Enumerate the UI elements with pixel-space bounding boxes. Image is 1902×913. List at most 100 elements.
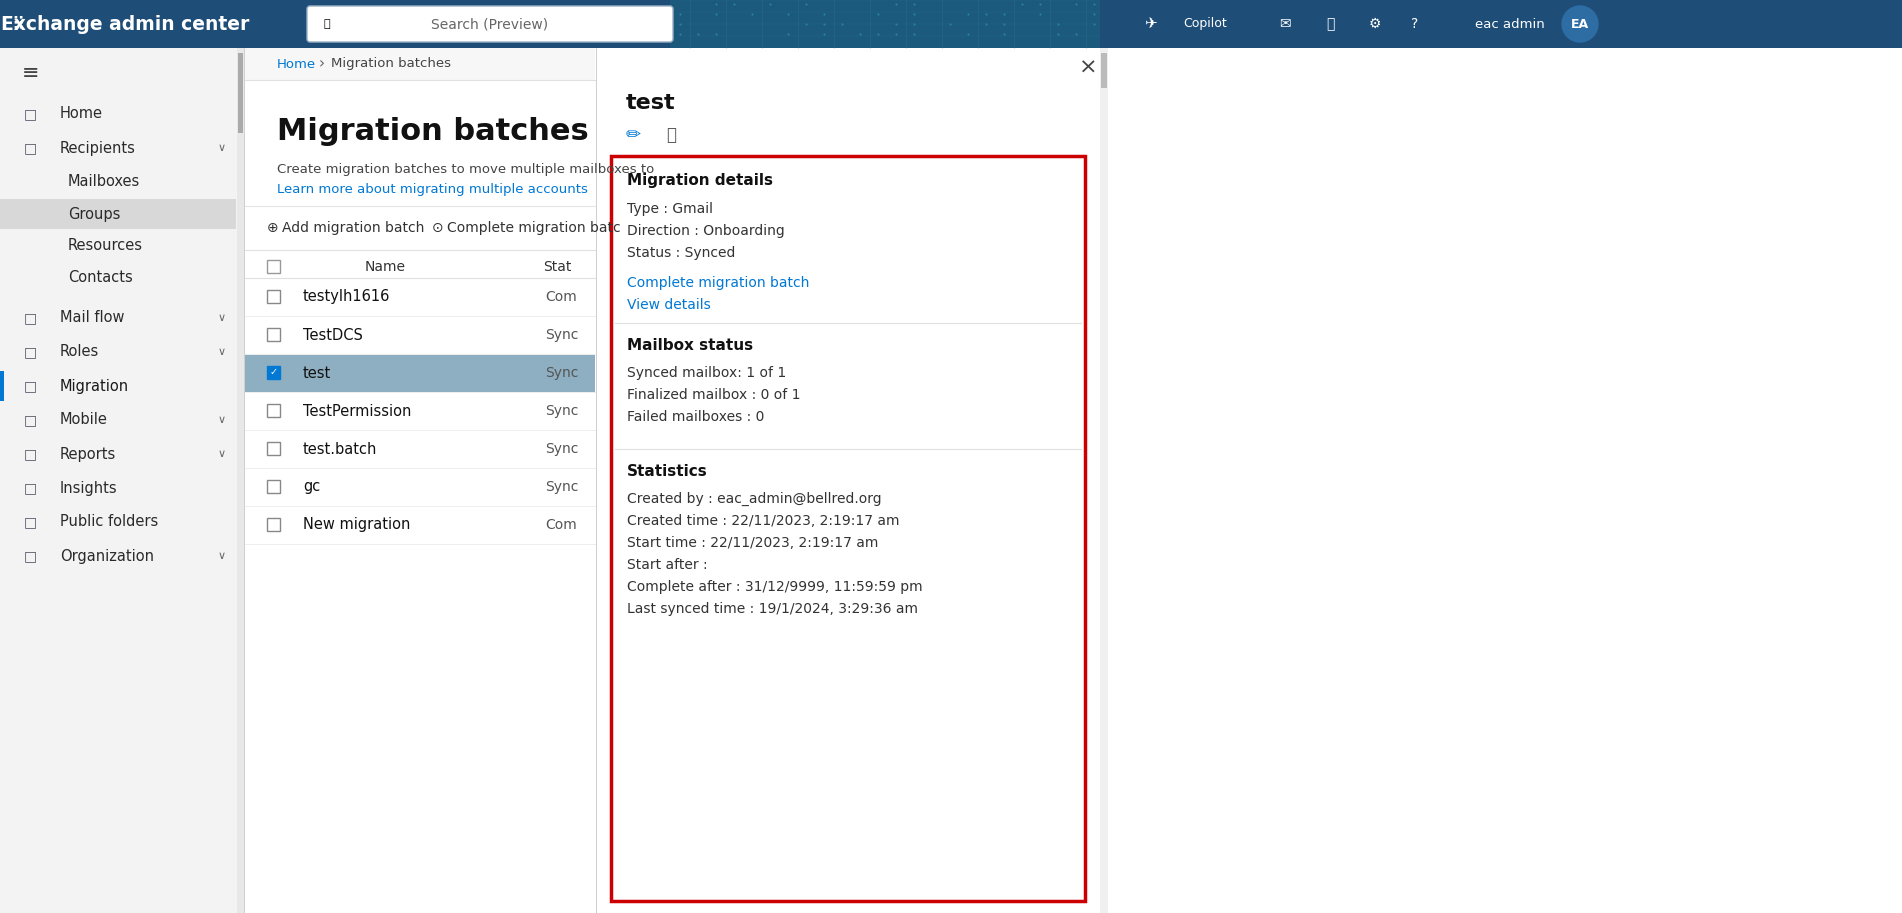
Text: Migration: Migration bbox=[61, 379, 129, 394]
Text: ∨: ∨ bbox=[219, 449, 226, 459]
Bar bbox=[0, 199, 236, 229]
Text: Groups: Groups bbox=[68, 206, 120, 222]
Text: Roles: Roles bbox=[61, 344, 99, 360]
Bar bbox=[238, 48, 243, 913]
Text: ×: × bbox=[1078, 58, 1097, 78]
Text: Com: Com bbox=[546, 518, 576, 532]
Text: □: □ bbox=[23, 447, 36, 461]
Text: Copilot: Copilot bbox=[1183, 17, 1227, 30]
Text: Statistics: Statistics bbox=[628, 464, 708, 478]
Text: □: □ bbox=[23, 379, 36, 393]
Text: Resources: Resources bbox=[68, 238, 143, 254]
Text: ∨: ∨ bbox=[219, 415, 226, 425]
Text: Create migration batches to move multiple mailboxes to: Create migration batches to move multipl… bbox=[278, 163, 654, 176]
Text: ∨: ∨ bbox=[219, 143, 226, 153]
Text: ✓: ✓ bbox=[270, 368, 278, 377]
Text: ∨: ∨ bbox=[219, 313, 226, 323]
Text: Public folders: Public folders bbox=[61, 515, 158, 530]
Text: 🔔: 🔔 bbox=[1326, 17, 1333, 31]
Text: Complete migration batc: Complete migration batc bbox=[447, 221, 620, 235]
Text: View details: View details bbox=[628, 298, 711, 312]
Text: Exchange admin center: Exchange admin center bbox=[0, 15, 249, 34]
Bar bbox=[245, 48, 595, 913]
Bar bbox=[1099, 48, 1109, 913]
Text: ⊕: ⊕ bbox=[266, 221, 278, 235]
Text: test: test bbox=[302, 365, 331, 381]
Text: Mailboxes: Mailboxes bbox=[68, 174, 141, 190]
Text: Add migration batch: Add migration batch bbox=[281, 221, 424, 235]
Text: ✈: ✈ bbox=[1143, 16, 1156, 32]
Text: ∨: ∨ bbox=[219, 347, 226, 357]
Bar bbox=[1101, 53, 1107, 88]
Bar bbox=[238, 53, 243, 133]
Text: □: □ bbox=[23, 515, 36, 529]
Bar bbox=[670, 0, 1099, 48]
Text: Stat: Stat bbox=[542, 260, 571, 274]
Text: gc: gc bbox=[302, 479, 320, 495]
FancyBboxPatch shape bbox=[611, 156, 1084, 901]
Text: Start time : 22/11/2023, 2:19:17 am: Start time : 22/11/2023, 2:19:17 am bbox=[628, 536, 879, 550]
Text: □: □ bbox=[23, 549, 36, 563]
Text: Migration batches: Migration batches bbox=[278, 118, 590, 146]
Text: TestDCS: TestDCS bbox=[302, 328, 363, 342]
FancyBboxPatch shape bbox=[266, 518, 280, 531]
Text: □: □ bbox=[23, 141, 36, 155]
Text: ✏: ✏ bbox=[626, 126, 641, 144]
Circle shape bbox=[1562, 6, 1598, 42]
Text: □: □ bbox=[23, 345, 36, 359]
FancyBboxPatch shape bbox=[306, 6, 673, 42]
Text: Sync: Sync bbox=[546, 404, 578, 418]
Text: Complete migration batch: Complete migration batch bbox=[628, 276, 810, 290]
Text: □: □ bbox=[23, 481, 36, 495]
Text: Created time : 22/11/2023, 2:19:17 am: Created time : 22/11/2023, 2:19:17 am bbox=[628, 514, 900, 528]
Bar bbox=[595, 48, 1103, 913]
Text: eac admin: eac admin bbox=[1476, 17, 1544, 30]
Text: Mail flow: Mail flow bbox=[61, 310, 124, 326]
Text: ⠿: ⠿ bbox=[11, 15, 25, 33]
Text: Complete after : 31/12/9999, 11:59:59 pm: Complete after : 31/12/9999, 11:59:59 pm bbox=[628, 580, 922, 594]
Text: Name: Name bbox=[365, 260, 405, 274]
Text: Finalized mailbox : 0 of 1: Finalized mailbox : 0 of 1 bbox=[628, 388, 801, 402]
Bar bbox=[0, 0, 1902, 48]
Text: Insights: Insights bbox=[61, 480, 118, 496]
Text: Last synced time : 19/1/2024, 3:29:36 am: Last synced time : 19/1/2024, 3:29:36 am bbox=[628, 602, 919, 616]
Text: test.batch: test.batch bbox=[302, 442, 377, 456]
FancyBboxPatch shape bbox=[266, 328, 280, 341]
Text: Direction : Onboarding: Direction : Onboarding bbox=[628, 224, 786, 238]
Text: Failed mailboxes : 0: Failed mailboxes : 0 bbox=[628, 410, 765, 424]
Text: Migration batches: Migration batches bbox=[331, 58, 451, 70]
Text: Migration details: Migration details bbox=[628, 173, 772, 188]
FancyBboxPatch shape bbox=[266, 260, 280, 273]
Text: □: □ bbox=[23, 311, 36, 325]
Bar bbox=[245, 250, 595, 282]
Text: Sync: Sync bbox=[546, 442, 578, 456]
Text: Type : Gmail: Type : Gmail bbox=[628, 202, 713, 216]
FancyBboxPatch shape bbox=[266, 480, 280, 493]
Text: 🔍: 🔍 bbox=[323, 19, 329, 29]
Text: EA: EA bbox=[1571, 17, 1588, 30]
Text: ?: ? bbox=[1411, 17, 1419, 31]
Text: Home: Home bbox=[61, 107, 103, 121]
Text: ✉: ✉ bbox=[1280, 17, 1291, 31]
Text: testylh1616: testylh1616 bbox=[302, 289, 390, 305]
Text: Start after :: Start after : bbox=[628, 558, 708, 572]
Bar bbox=[245, 354, 595, 392]
Text: Search (Preview): Search (Preview) bbox=[432, 17, 548, 31]
Text: Created by : eac_admin@bellred.org: Created by : eac_admin@bellred.org bbox=[628, 492, 883, 506]
Bar bbox=[0, 371, 4, 401]
Text: Status : Synced: Status : Synced bbox=[628, 246, 736, 260]
Text: Com: Com bbox=[546, 290, 576, 304]
Text: Sync: Sync bbox=[546, 366, 578, 380]
Text: ∨: ∨ bbox=[219, 551, 226, 561]
Text: □: □ bbox=[23, 107, 36, 121]
Text: Sync: Sync bbox=[546, 480, 578, 494]
FancyBboxPatch shape bbox=[266, 366, 280, 379]
FancyBboxPatch shape bbox=[266, 290, 280, 303]
Text: Learn more about migrating multiple accounts: Learn more about migrating multiple acco… bbox=[278, 184, 588, 196]
Text: Organization: Organization bbox=[61, 549, 154, 563]
Text: □: □ bbox=[23, 413, 36, 427]
Bar bbox=[0, 48, 245, 913]
FancyBboxPatch shape bbox=[266, 404, 280, 417]
Text: Recipients: Recipients bbox=[61, 141, 135, 155]
Text: Synced mailbox: 1 of 1: Synced mailbox: 1 of 1 bbox=[628, 366, 786, 380]
